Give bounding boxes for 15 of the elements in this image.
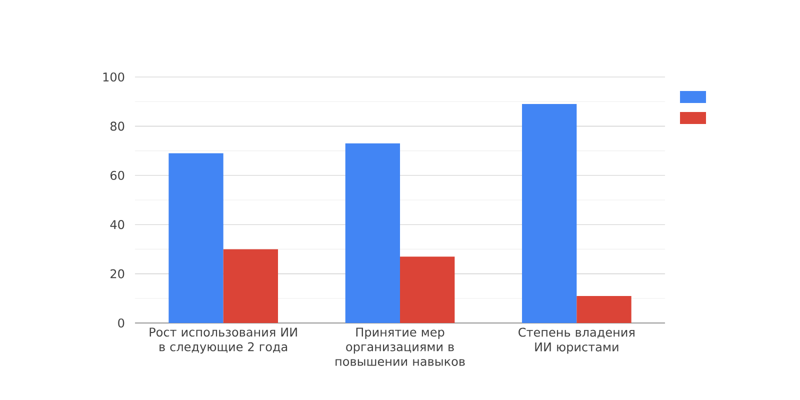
y-tick-label: 40 bbox=[110, 220, 124, 230]
y-tick-label: 20 bbox=[110, 269, 124, 278]
x-tick-label: Степень владения ИИ юристами bbox=[518, 328, 634, 354]
bar bbox=[400, 256, 455, 324]
bar bbox=[223, 249, 278, 324]
y-tick-label: 80 bbox=[110, 122, 124, 131]
x-tick-label: Принятие мер организациями в повышении навыков bbox=[336, 328, 465, 366]
x-tick-label: Рост использования ИИ в следующие 2 года bbox=[150, 328, 297, 354]
y-tick-label: 0 bbox=[118, 318, 124, 328]
bar bbox=[168, 153, 224, 324]
bar bbox=[576, 296, 632, 324]
bar bbox=[522, 104, 577, 324]
y-tick-label: 60 bbox=[110, 170, 124, 180]
bar bbox=[345, 143, 400, 324]
y-tick-label: 100 bbox=[103, 72, 124, 82]
